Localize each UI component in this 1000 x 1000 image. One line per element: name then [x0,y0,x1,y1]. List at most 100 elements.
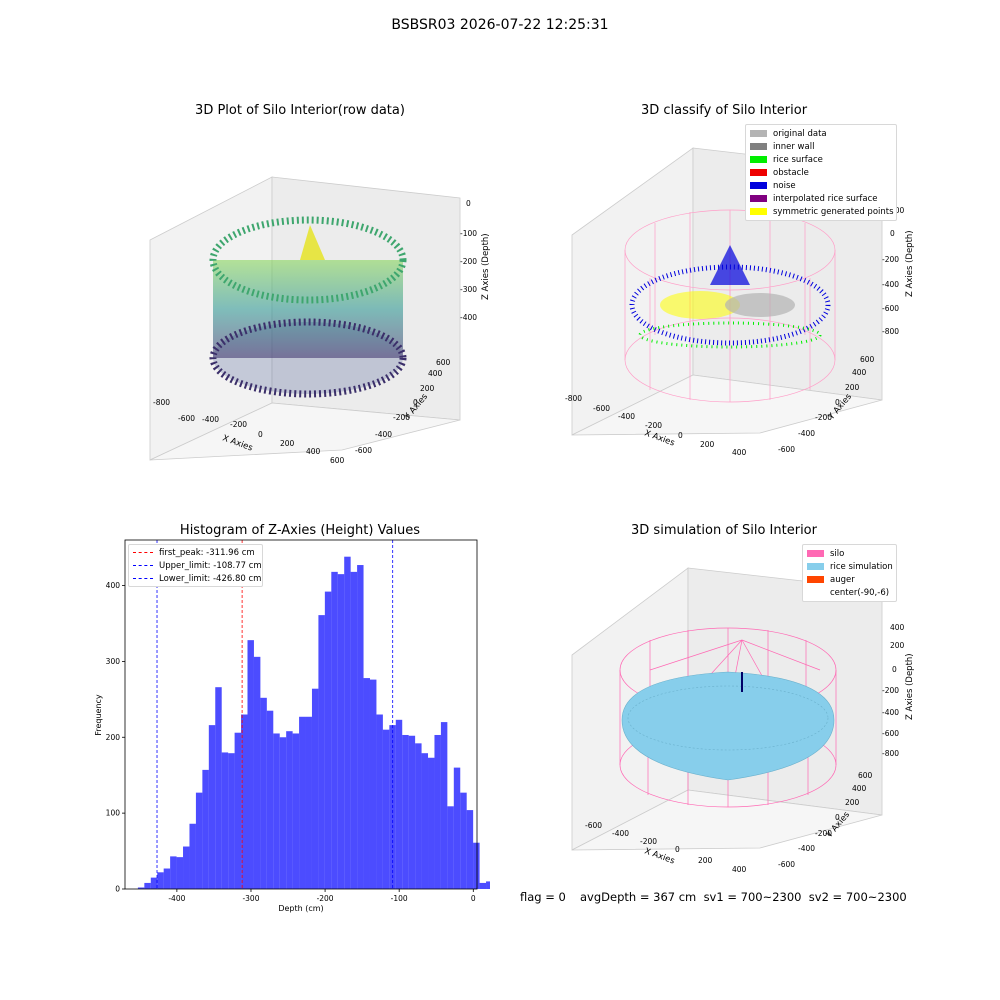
legend-label: rice simulation [830,561,893,572]
histogram-bar [415,743,422,889]
raw-3d-plot: -800 -600 -400 -200 0 200 400 600 -600 -… [149,176,491,465]
histogram-bar [318,615,325,889]
classify-ytick: 0 [835,398,840,407]
simulation-xtick: -200 [640,837,657,846]
simulation-xtick: 0 [675,845,680,854]
legend-label: rice surface [773,154,823,165]
legend-swatch [750,130,767,137]
legend-label: Upper_limit: -108.77 cm [159,560,262,571]
legend-swatch [750,182,767,189]
simulation-ytick: -400 [798,844,815,853]
simulation-ztick: -800 [882,749,899,758]
legend-item: interpolated rice surface [746,192,896,205]
classify-ztick: -600 [882,304,899,313]
histogram-bar [286,731,293,889]
histogram-bar [266,710,274,889]
stats-text: avgDepth = 367 cm sv1 = 700~2300 sv2 = 7… [580,890,907,904]
legend-label: first_peak: -311.96 cm [159,547,255,558]
histogram-bar [176,857,184,889]
legend-item: rice simulation [803,560,896,573]
histogram-chart: -400 -300 -200 -100 0 0 100 200 300 400 Depth (cm… [94,539,490,913]
raw-plot-title: 3D Plot of Silo Interior(row data) [195,103,405,118]
histogram-bar [234,732,242,889]
simulation-ztick: -400 [882,708,899,717]
histogram-bar [453,767,461,889]
raw-ztick: -200 [460,257,477,266]
histogram-bar [486,881,490,889]
raw-ztick: -100 [460,229,477,238]
raw-ytick: 0 [413,398,418,407]
histogram-bar [350,571,358,889]
legend-label: interpolated rice surface [773,193,878,204]
simulation-plot-title: 3D simulation of Silo Interior [631,523,817,538]
raw-ytick: 200 [420,384,435,393]
simulation-legend: silo rice simulation auger center(-90,-6… [802,544,897,602]
raw-xtick: -800 [153,398,170,407]
legend-swatch [807,576,824,583]
raw-ytick: 400 [428,369,443,378]
histogram-bar [447,806,454,889]
classify-xtick: -400 [618,412,635,421]
simulation-xtick: -600 [585,821,602,830]
raw-ytick: -400 [375,430,392,439]
legend-item: original data [746,127,896,140]
legend-item: Lower_limit: -426.80 cm [129,572,262,585]
legend-swatch [807,550,824,557]
figure-title: BSBSR03 2026-07-22 12:25:31 [391,17,609,33]
histogram-bar [460,792,467,889]
histogram-bar [202,769,209,889]
classify-legend: original data inner wall rice surface ob… [745,124,897,221]
raw-xtick: -600 [178,414,195,423]
classify-ztick: 200 [890,206,905,215]
simulation-ytick: -600 [778,860,795,869]
histogram-ytick-label: 100 [106,809,121,818]
histogram-bar [163,868,171,889]
classify-plot-title: 3D classify of Silo Interior [640,103,808,118]
raw-ytick: 600 [436,358,451,367]
classify-ytick: -600 [778,445,795,454]
histogram-xlabel: Depth (cm) [278,904,323,913]
legend-line [133,565,153,566]
simulation-ytick: -200 [815,829,832,838]
legend-line [133,578,153,579]
histogram-bar [221,752,229,889]
simulation-xtick: -400 [612,829,629,838]
raw-ytick: -200 [393,413,410,422]
legend-label: inner wall [773,141,815,152]
classify-xtick: -800 [565,394,582,403]
legend-swatch [750,195,767,202]
histogram-bar [337,574,345,889]
legend-swatch [807,589,824,596]
histogram-bar [434,734,441,889]
histogram-bar [183,846,190,889]
legend-label: original data [773,128,827,139]
raw-ytick: -600 [355,446,372,455]
histogram-ytick-label: 300 [106,657,121,666]
histogram-bar [324,591,332,889]
classify-ytick: -200 [815,413,832,422]
simulation-ztick: 0 [892,665,897,674]
raw-xtick: 600 [330,456,345,465]
raw-ztick: -300 [460,285,477,294]
histogram-bar [170,856,177,889]
legend-swatch [750,156,767,163]
legend-swatch [807,563,824,570]
histogram-bar [376,714,383,889]
legend-item: rice surface [746,153,896,166]
classify-xtick: 400 [732,448,747,457]
legend-item: obstacle [746,166,896,179]
classify-xtick: -600 [593,404,610,413]
histogram-bar [292,733,300,889]
histogram-bar [150,877,158,889]
histogram-bar [408,735,416,889]
histogram-bar [363,678,370,889]
histogram-bar [344,556,351,889]
histogram-ytick-label: 400 [106,581,121,590]
histogram-bar [479,882,487,889]
classify-xtick: 0 [678,431,683,440]
histogram-bar [137,887,145,889]
simulation-3d-plot: -600 -400 -200 0 200 400 -600 -400 -200 … [571,567,915,874]
histogram-ylabel: Frequency [94,694,103,736]
raw-xtick: 200 [280,439,295,448]
simulation-ytick: 600 [858,771,873,780]
